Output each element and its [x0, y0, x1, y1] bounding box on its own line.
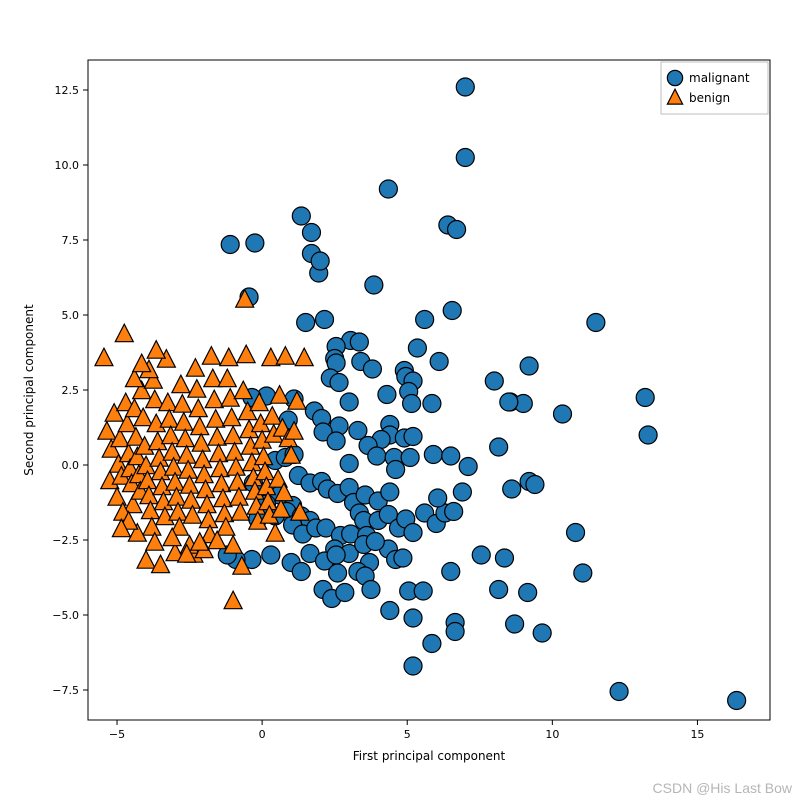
svg-text:−2.5: −2.5: [52, 534, 79, 547]
svg-text:0: 0: [259, 728, 266, 741]
svg-text:−5: −5: [109, 728, 125, 741]
series-benign: [95, 290, 313, 609]
legend: malignant benign: [661, 62, 768, 114]
svg-text:0.0: 0.0: [62, 459, 80, 472]
x-axis-label: First principal component: [353, 749, 506, 763]
svg-text:5.0: 5.0: [62, 309, 80, 322]
svg-text:−5.0: −5.0: [52, 609, 79, 622]
svg-text:10.0: 10.0: [55, 159, 80, 172]
legend-label-malignant: malignant: [689, 71, 750, 85]
chart-svg: −5 0 5 10 15 −7.5 −5.0 −2.5 0.0 2.5 5.0 7.5 10.0 12.5…: [0, 0, 800, 800]
svg-text:5: 5: [404, 728, 411, 741]
svg-text:15: 15: [690, 728, 704, 741]
svg-text:10: 10: [545, 728, 559, 741]
y-axis-label: Second principal component: [22, 304, 36, 476]
svg-text:2.5: 2.5: [62, 384, 80, 397]
svg-text:12.5: 12.5: [55, 84, 80, 97]
svg-text:−7.5: −7.5: [52, 684, 79, 697]
legend-label-benign: benign: [689, 91, 730, 105]
svg-text:7.5: 7.5: [62, 234, 80, 247]
scatter-chart: −5 0 5 10 15 −7.5 −5.0 −2.5 0.0 2.5 5.0 7.5 10.0 12.5…: [0, 0, 800, 800]
